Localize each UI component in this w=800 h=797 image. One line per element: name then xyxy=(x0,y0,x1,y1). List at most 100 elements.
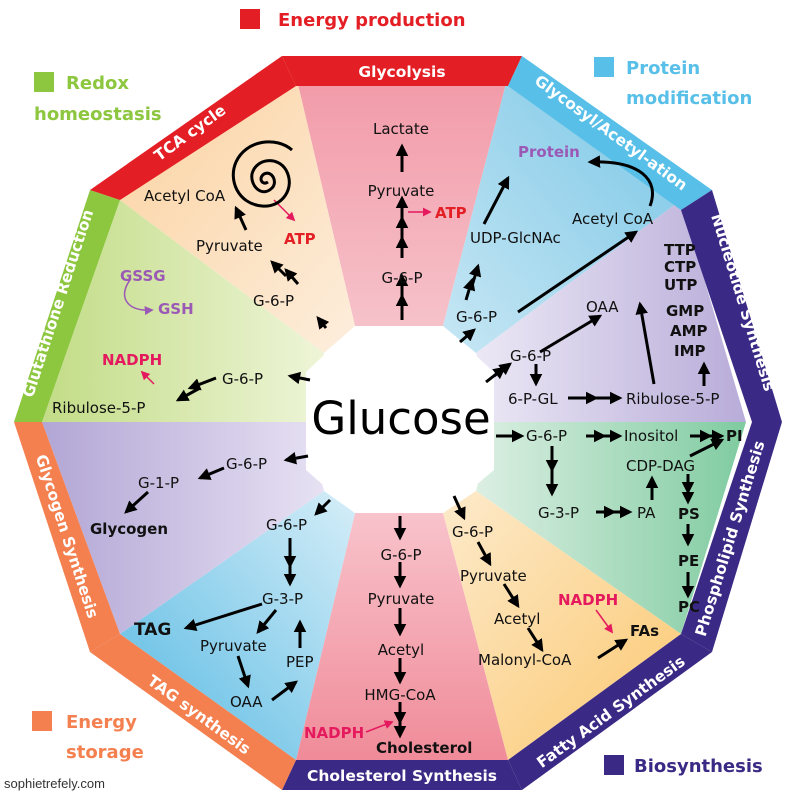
label-pyruvate: Pyruvate xyxy=(460,567,527,585)
label-amp: AMP xyxy=(670,322,708,340)
label-pyruvate: Pyruvate xyxy=(196,237,263,255)
label-pe: PE xyxy=(678,552,699,570)
tca-spiral xyxy=(231,140,293,208)
banner-glycolysis xyxy=(282,56,522,86)
credit-text: sophietrefely.com xyxy=(4,776,105,791)
arrow xyxy=(597,638,629,660)
label-nadph: NADPH xyxy=(102,351,162,369)
label-nadph: NADPH xyxy=(558,591,618,609)
label-cholesterol: Cholesterol xyxy=(376,739,472,757)
banner-tca xyxy=(90,56,296,200)
legend-swatch-biosynthesis xyxy=(604,755,624,775)
label-acetyl: Acetyl xyxy=(494,610,540,628)
label-malonyl-coa: Malonyl-CoA xyxy=(478,651,572,669)
arrow xyxy=(452,495,466,521)
arrow xyxy=(284,268,300,285)
label-g6p: G-6-P xyxy=(266,516,307,534)
label-oaa: OAA xyxy=(230,693,263,711)
banner-text-cholesterol: Cholesterol Synthesis xyxy=(307,767,497,785)
label-acetyl: Acetyl xyxy=(378,641,424,659)
arrow xyxy=(316,316,330,330)
arrow xyxy=(587,155,654,207)
label-pep: PEP xyxy=(286,653,314,671)
legend-storage-line1: Energy xyxy=(66,712,137,733)
center-label: Glucose xyxy=(311,392,490,445)
label-g6p: G-6-P xyxy=(381,269,422,287)
label-fas: FAs xyxy=(630,622,659,640)
arrow xyxy=(187,376,217,391)
banner-glycosyl xyxy=(508,56,712,210)
banner-glutathione xyxy=(14,190,120,422)
arrow-nadph-fa xyxy=(595,609,614,634)
arrow xyxy=(283,451,309,465)
arrow xyxy=(124,490,150,514)
legend-swatch-redox xyxy=(34,72,54,92)
label-utp: UTP xyxy=(664,276,697,294)
wedge-phospholipid xyxy=(476,422,746,634)
banner-text-glycolysis: Glycolysis xyxy=(358,63,445,81)
label-g6p: G-6-P xyxy=(226,455,267,473)
banner-phospholipid xyxy=(681,422,782,652)
label-gssg: GSSG xyxy=(120,267,166,285)
label-6pgl: 6-P-GL xyxy=(508,390,558,408)
arrow xyxy=(539,314,603,354)
banner-glycogen xyxy=(14,422,120,652)
label-g1p: G-1-P xyxy=(138,474,179,492)
arrow xyxy=(689,438,725,458)
label-g6p: G-6-P xyxy=(456,308,497,326)
label-g6p: G-6-P xyxy=(510,347,551,365)
legend-redox-line1: Redox xyxy=(66,73,129,94)
arrow-nadph-gsh xyxy=(140,370,155,385)
arrows xyxy=(124,143,725,739)
label-pyruvate: Pyruvate xyxy=(368,590,435,608)
legend-energy-production: Energy production xyxy=(278,10,466,31)
label-pc: PC xyxy=(678,598,700,616)
label-ribulose-5p: Ribulose-5-P xyxy=(52,399,145,417)
arrow xyxy=(459,328,476,344)
label-protein: Protein xyxy=(518,143,580,161)
center-octagon xyxy=(306,326,494,513)
label-ctp: CTP xyxy=(664,258,696,276)
arrow xyxy=(271,680,299,702)
arrow xyxy=(476,541,492,567)
arrow xyxy=(314,498,332,516)
arrow xyxy=(175,386,201,402)
legend-protein-line2: modification xyxy=(626,88,752,109)
label-g3p: G-3-P xyxy=(538,504,579,522)
wedge-fatty-acid xyxy=(443,491,681,760)
label-tag: TAG xyxy=(134,620,171,640)
label-g6p: G-6-P xyxy=(222,370,263,388)
label-ribulose-5p: Ribulose-5-P xyxy=(626,390,719,408)
legend-storage-line2: storage xyxy=(66,742,144,763)
wedge-glycogen xyxy=(42,422,324,634)
arrow xyxy=(493,362,513,378)
label-pyruvate: Pyruvate xyxy=(200,637,267,655)
label-imp: IMP xyxy=(674,342,706,360)
banner-nucleotide xyxy=(681,190,782,422)
label-pi: PI xyxy=(726,427,743,445)
cofactor-arrows xyxy=(140,199,614,733)
banner-cholesterol xyxy=(282,760,522,790)
label-g6p: G-6-P xyxy=(526,427,567,445)
label-nadph: NADPH xyxy=(304,724,364,742)
banner-tag xyxy=(90,634,296,790)
label-cdp-dag: CDP-DAG xyxy=(626,457,695,475)
legend-protein-line1: Protein xyxy=(626,58,700,79)
arrow xyxy=(183,602,263,631)
arrow xyxy=(197,466,225,480)
label-lactate: Lactate xyxy=(373,120,429,138)
label-oaa: OAA xyxy=(586,298,619,316)
wedge-protein-modification xyxy=(443,76,681,353)
legend-swatch-energy-production xyxy=(240,9,260,29)
arrow xyxy=(482,175,510,225)
label-ps: PS xyxy=(678,505,700,523)
label-acetyl-coa: Acetyl CoA xyxy=(144,187,226,205)
arrow-nadph-chol xyxy=(365,720,394,733)
arrow xyxy=(635,301,656,385)
arrow xyxy=(517,230,639,314)
legend-redox-line2: homeostasis xyxy=(34,104,162,125)
arrow xyxy=(502,583,520,609)
label-g6p: G-6-P xyxy=(380,546,421,564)
label-glycogen: Glycogen xyxy=(90,520,168,538)
